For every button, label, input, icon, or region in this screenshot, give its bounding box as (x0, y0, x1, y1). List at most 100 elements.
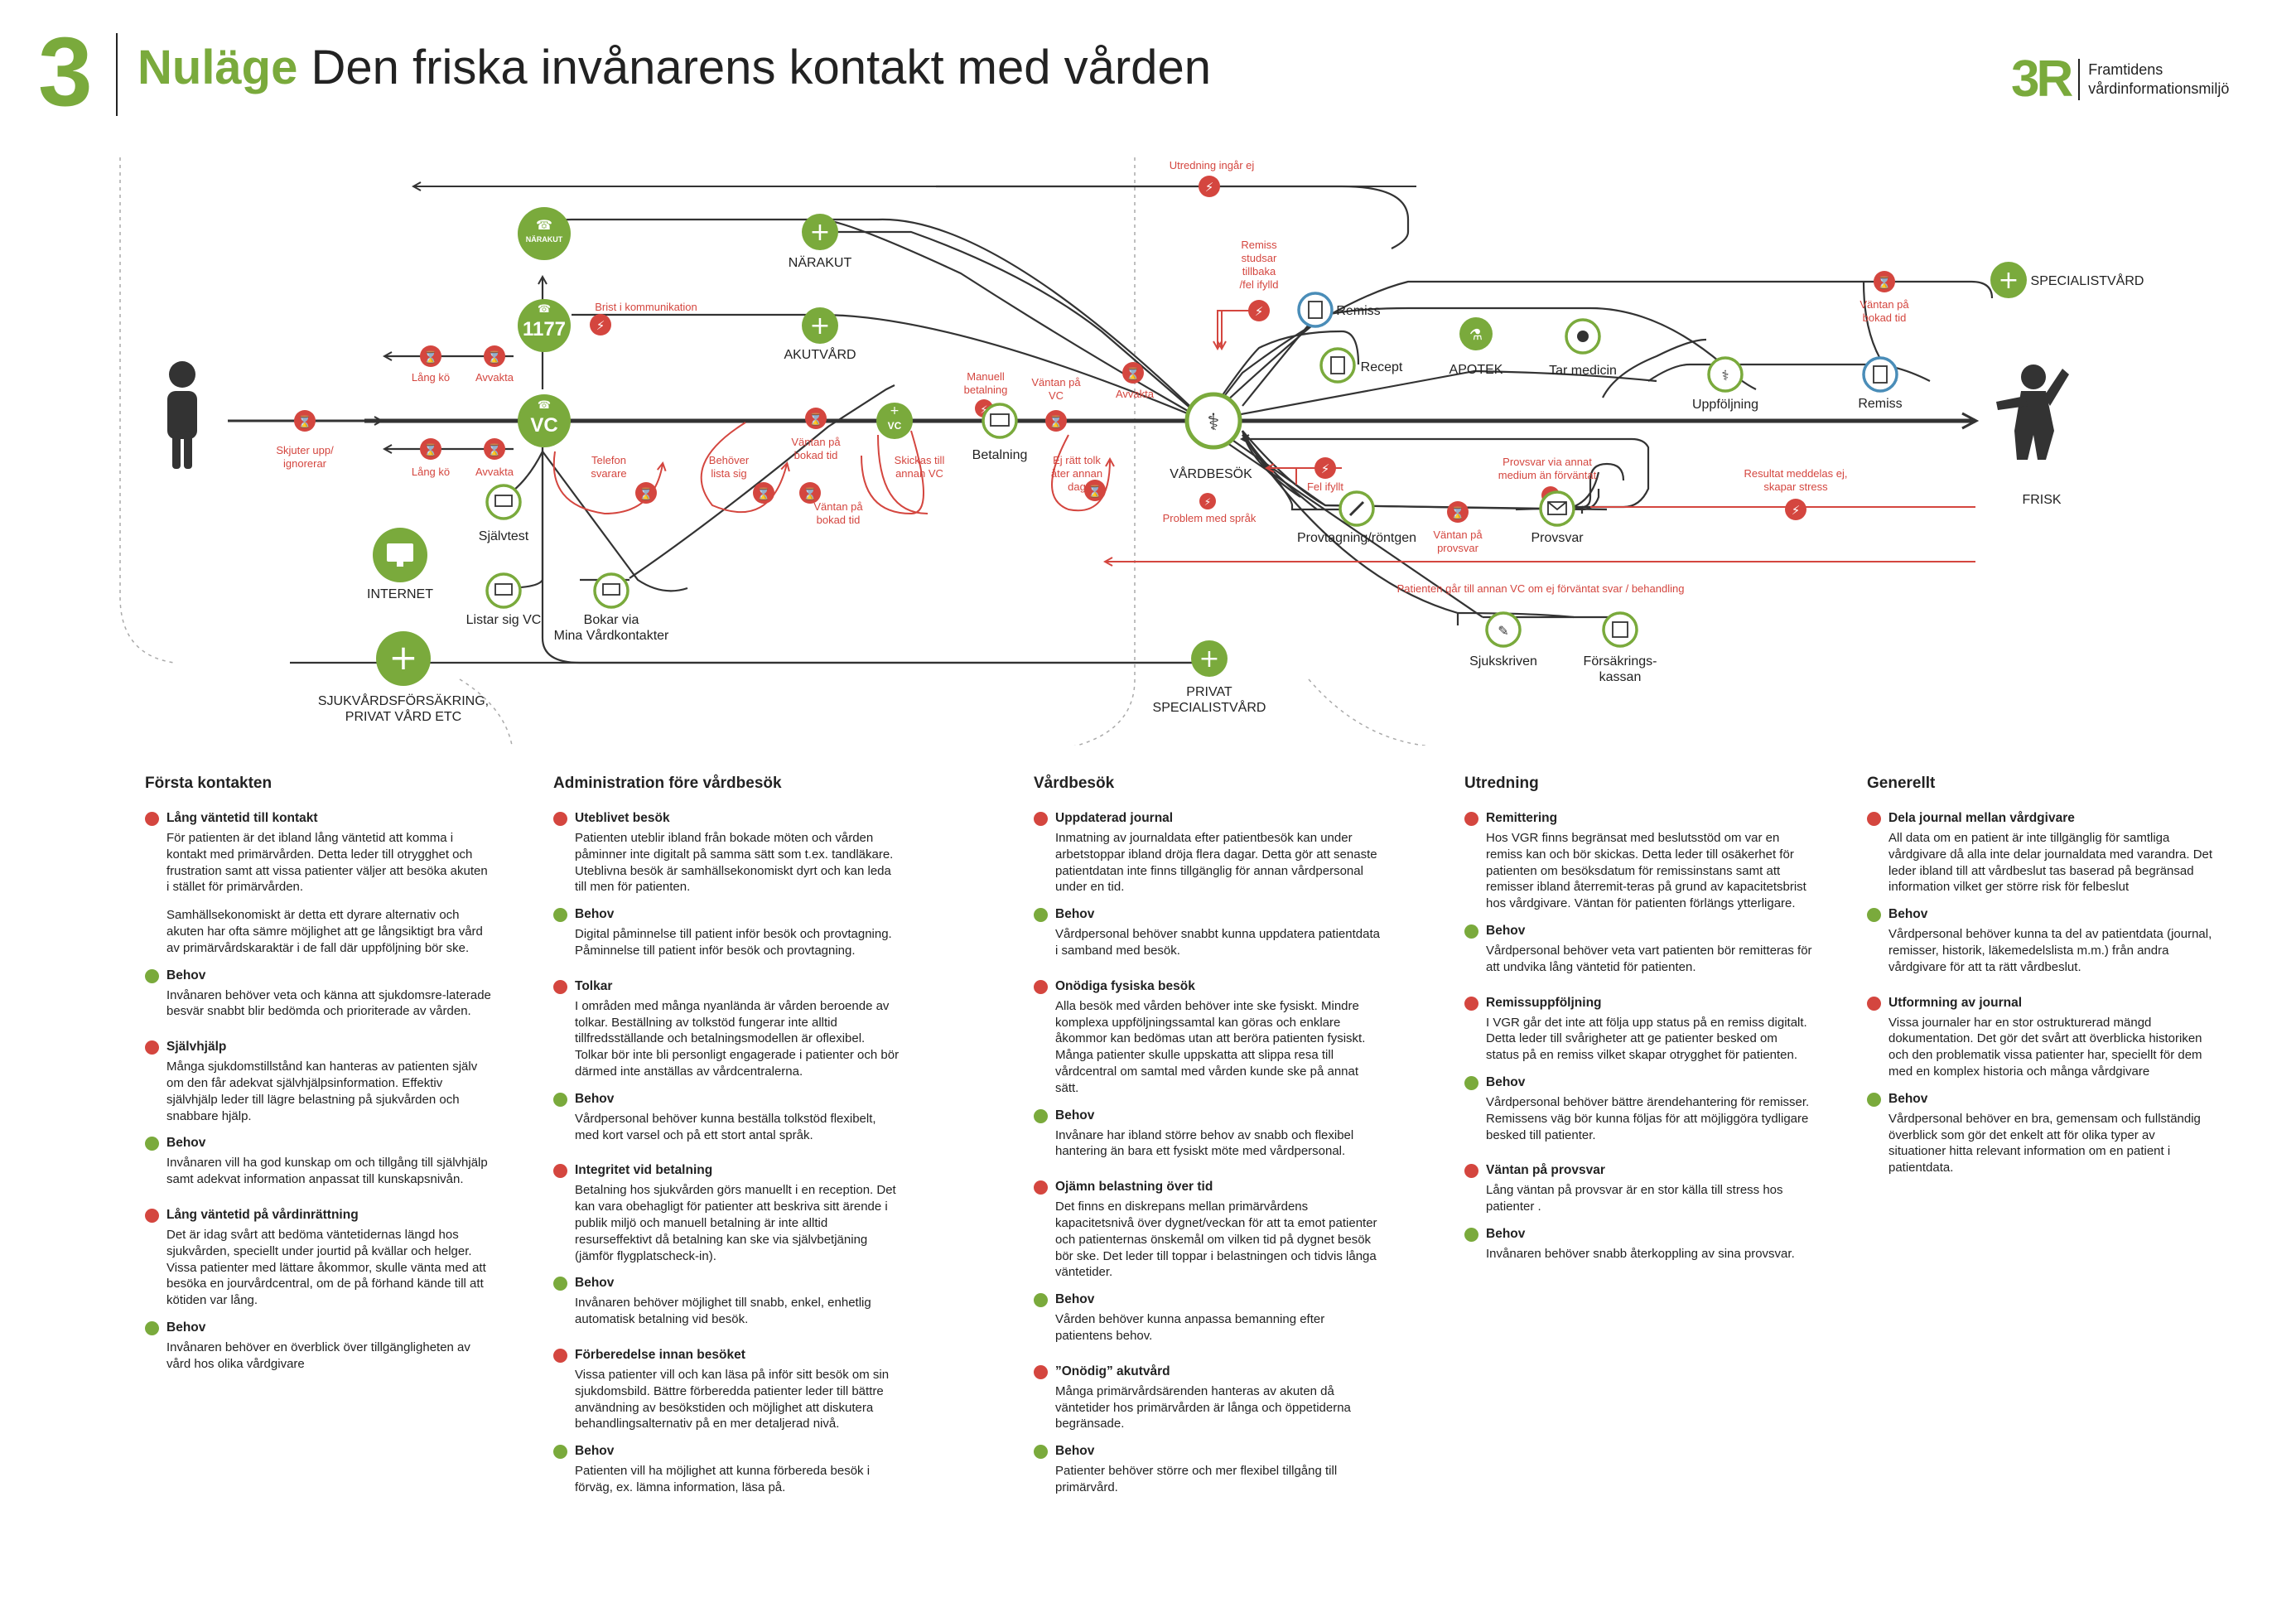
node-sjukskriven[interactable]: ✎ (1487, 613, 1520, 646)
need-heading: Behov (145, 1320, 493, 1335)
svg-text:⌛: ⌛ (423, 443, 437, 457)
svg-text:⌛: ⌛ (487, 350, 501, 364)
node-vc-small[interactable]: + VC (876, 403, 913, 439)
problem-item: Integritet vid betalning Betalning hos sj… (553, 1163, 901, 1328)
need-heading: Behov (553, 1444, 901, 1459)
need-text: Invånare har ibland större behov av snab… (1034, 1127, 1382, 1161)
label-telefon-1: Telefon (591, 454, 626, 466)
svg-text:+: + (809, 311, 830, 340)
warning-icon-resultat: ⚡ (1785, 499, 1806, 520)
node-recept[interactable] (1321, 349, 1354, 382)
need-heading: Behov (1464, 924, 1812, 939)
warning-icon-skjuter: ⌛ (294, 410, 316, 432)
need-heading: Behov (145, 968, 493, 983)
svg-text:⌛: ⌛ (803, 487, 817, 501)
narakut-phone-label: NÄRAKUT (526, 235, 563, 244)
label-akutvard: AKUTVÅRD (784, 346, 856, 362)
label-resultat-1: Resultat meddelas ej, (1744, 467, 1847, 480)
svg-text:⌛: ⌛ (808, 413, 822, 427)
problem-text: Samhällsekonomiskt är detta ett dyrare a… (145, 907, 493, 956)
label-skickas-2: annan VC (895, 467, 943, 480)
node-narakut-phone[interactable]: ☎ NÄRAKUT (518, 207, 571, 260)
label-annat-1: Provsvar via annat (1503, 456, 1592, 468)
problem-item: Uteblivet besök Patienten uteblir ibland … (553, 811, 901, 959)
need-heading: Behov (1034, 1444, 1382, 1459)
svg-text:☎: ☎ (538, 399, 551, 412)
node-betalning[interactable] (983, 404, 1016, 437)
problem-item: Remittering Hos VGR finns begränsat med b… (1464, 811, 1812, 976)
column-vardbesok: Vårdbesök Uppdaterad journal Inmatning av … (1034, 775, 1382, 1516)
problem-heading: Förberedelse innan besöket (553, 1348, 901, 1363)
problem-heading: Remittering (1464, 811, 1812, 826)
label-brist: Brist i kommunikation (595, 301, 697, 313)
need-text: Vården behöver kunna anpassa bemanning e… (1034, 1311, 1382, 1344)
svg-text:⌛: ⌛ (756, 487, 770, 501)
node-bokar[interactable] (595, 574, 628, 607)
node-specialistvard[interactable]: + (1990, 262, 2027, 298)
label-lang-ko-2: Lång kö (412, 466, 450, 478)
node-1177[interactable]: ☎ 1177 (518, 299, 571, 352)
need-text: Vårdpersonal behöver veta vart patienten… (1464, 943, 1812, 976)
label-vantan-vc-1: Väntan på (1031, 376, 1081, 389)
problem-text: Patienten uteblir ibland från bokade möt… (553, 830, 901, 895)
need-heading: Behov (1034, 907, 1382, 922)
column-heading: Administration före vårdbesök (553, 775, 901, 793)
warning-icon-vantan-provsvar: ⌛ (1447, 501, 1469, 523)
warning-icon-ej-ratt: ⌛ (1084, 480, 1106, 501)
need-text: Invånaren behöver veta och känna att sju… (145, 987, 493, 1021)
label-internet: INTERNET (367, 587, 433, 601)
column-heading: Generellt (1867, 775, 2215, 793)
column-utredning: Utredning Remittering Hos VGR finns begrän… (1464, 775, 1812, 1282)
label-resultat-2: skapar stress (1763, 480, 1828, 493)
vc-label: VC (530, 414, 557, 437)
need-heading: Behov (553, 1276, 901, 1291)
problem-text: Hos VGR finns begränsat med beslutsstöd … (1464, 830, 1812, 912)
node-forsakring[interactable] (1604, 613, 1637, 646)
problem-item: Utformning av journal Vissa journaler har… (1867, 996, 2215, 1176)
node-vc[interactable]: ☎ VC (518, 394, 571, 447)
node-narakut[interactable]: + (802, 214, 838, 250)
node-internet[interactable] (373, 528, 427, 582)
label-uppfoljning: Uppföljning (1692, 398, 1758, 412)
node-sjukvard[interactable]: + (376, 631, 431, 686)
label-remiss: Remiss (1336, 304, 1380, 318)
svg-text:✎: ✎ (1498, 623, 1508, 639)
node-akutvard[interactable]: + (802, 307, 838, 344)
node-tar-medicin[interactable] (1566, 320, 1599, 353)
svg-text:+: + (1199, 644, 1219, 673)
problem-text: För patienten är det ibland lång vänteti… (145, 830, 493, 895)
svg-text:⚡: ⚡ (1255, 304, 1264, 319)
problem-item: Lång väntetid till kontakt För patienten … (145, 811, 493, 1020)
problem-text: All data om en patient är inte tillgängl… (1867, 830, 2215, 895)
column-heading: Utredning (1464, 775, 1812, 793)
node-listar[interactable] (487, 574, 520, 607)
svg-text:⚡: ⚡ (1205, 180, 1214, 195)
problem-heading: Självhjälp (145, 1040, 493, 1055)
node-sjalvtest[interactable] (487, 485, 520, 519)
label-studsar-2: studsar (1242, 252, 1277, 264)
node-remiss[interactable] (1299, 293, 1332, 326)
node-privat[interactable]: + (1191, 640, 1228, 677)
label-avvakta-1: Avvakta (475, 371, 514, 384)
svg-text:⌛: ⌛ (1450, 506, 1464, 520)
problem-text: Inmatning av journaldata efter patientbe… (1034, 830, 1382, 895)
problem-text: Många sjukdomstillstånd kan hanteras av … (145, 1059, 493, 1124)
column-forsta-kontakten: Första kontakten Lång väntetid till konta… (145, 775, 493, 1393)
warning-icon-remiss-studsar: ⚡ (1248, 300, 1270, 321)
node-uppfoljning[interactable]: ⚕ (1709, 358, 1742, 391)
label-vantan-provsvar-2: provsvar (1437, 542, 1479, 554)
problem-text: I VGR går det inte att följa upp status … (1464, 1015, 1812, 1064)
problem-heading: Dela journal mellan vårdgivare (1867, 811, 2215, 826)
need-text: Invånaren behöver snabb återkoppling av … (1464, 1246, 1812, 1262)
node-provtagning[interactable] (1340, 492, 1373, 525)
svg-text:⌛: ⌛ (1088, 485, 1102, 499)
node-provsvar[interactable] (1541, 492, 1574, 525)
node-vardbesok[interactable]: ⚕ (1187, 394, 1240, 447)
node-remiss2[interactable] (1864, 358, 1897, 391)
need-heading: Behov (1034, 1108, 1382, 1123)
need-text: Digital påminnelse till patient inför be… (553, 926, 901, 959)
label-ej-ratt-1: Ej rätt tolk (1053, 454, 1101, 466)
label-ej-ratt-2: åter annan (1051, 467, 1102, 480)
label-studsar-1: Remiss (1241, 239, 1277, 251)
node-apotek[interactable]: ⚗ (1459, 317, 1493, 350)
